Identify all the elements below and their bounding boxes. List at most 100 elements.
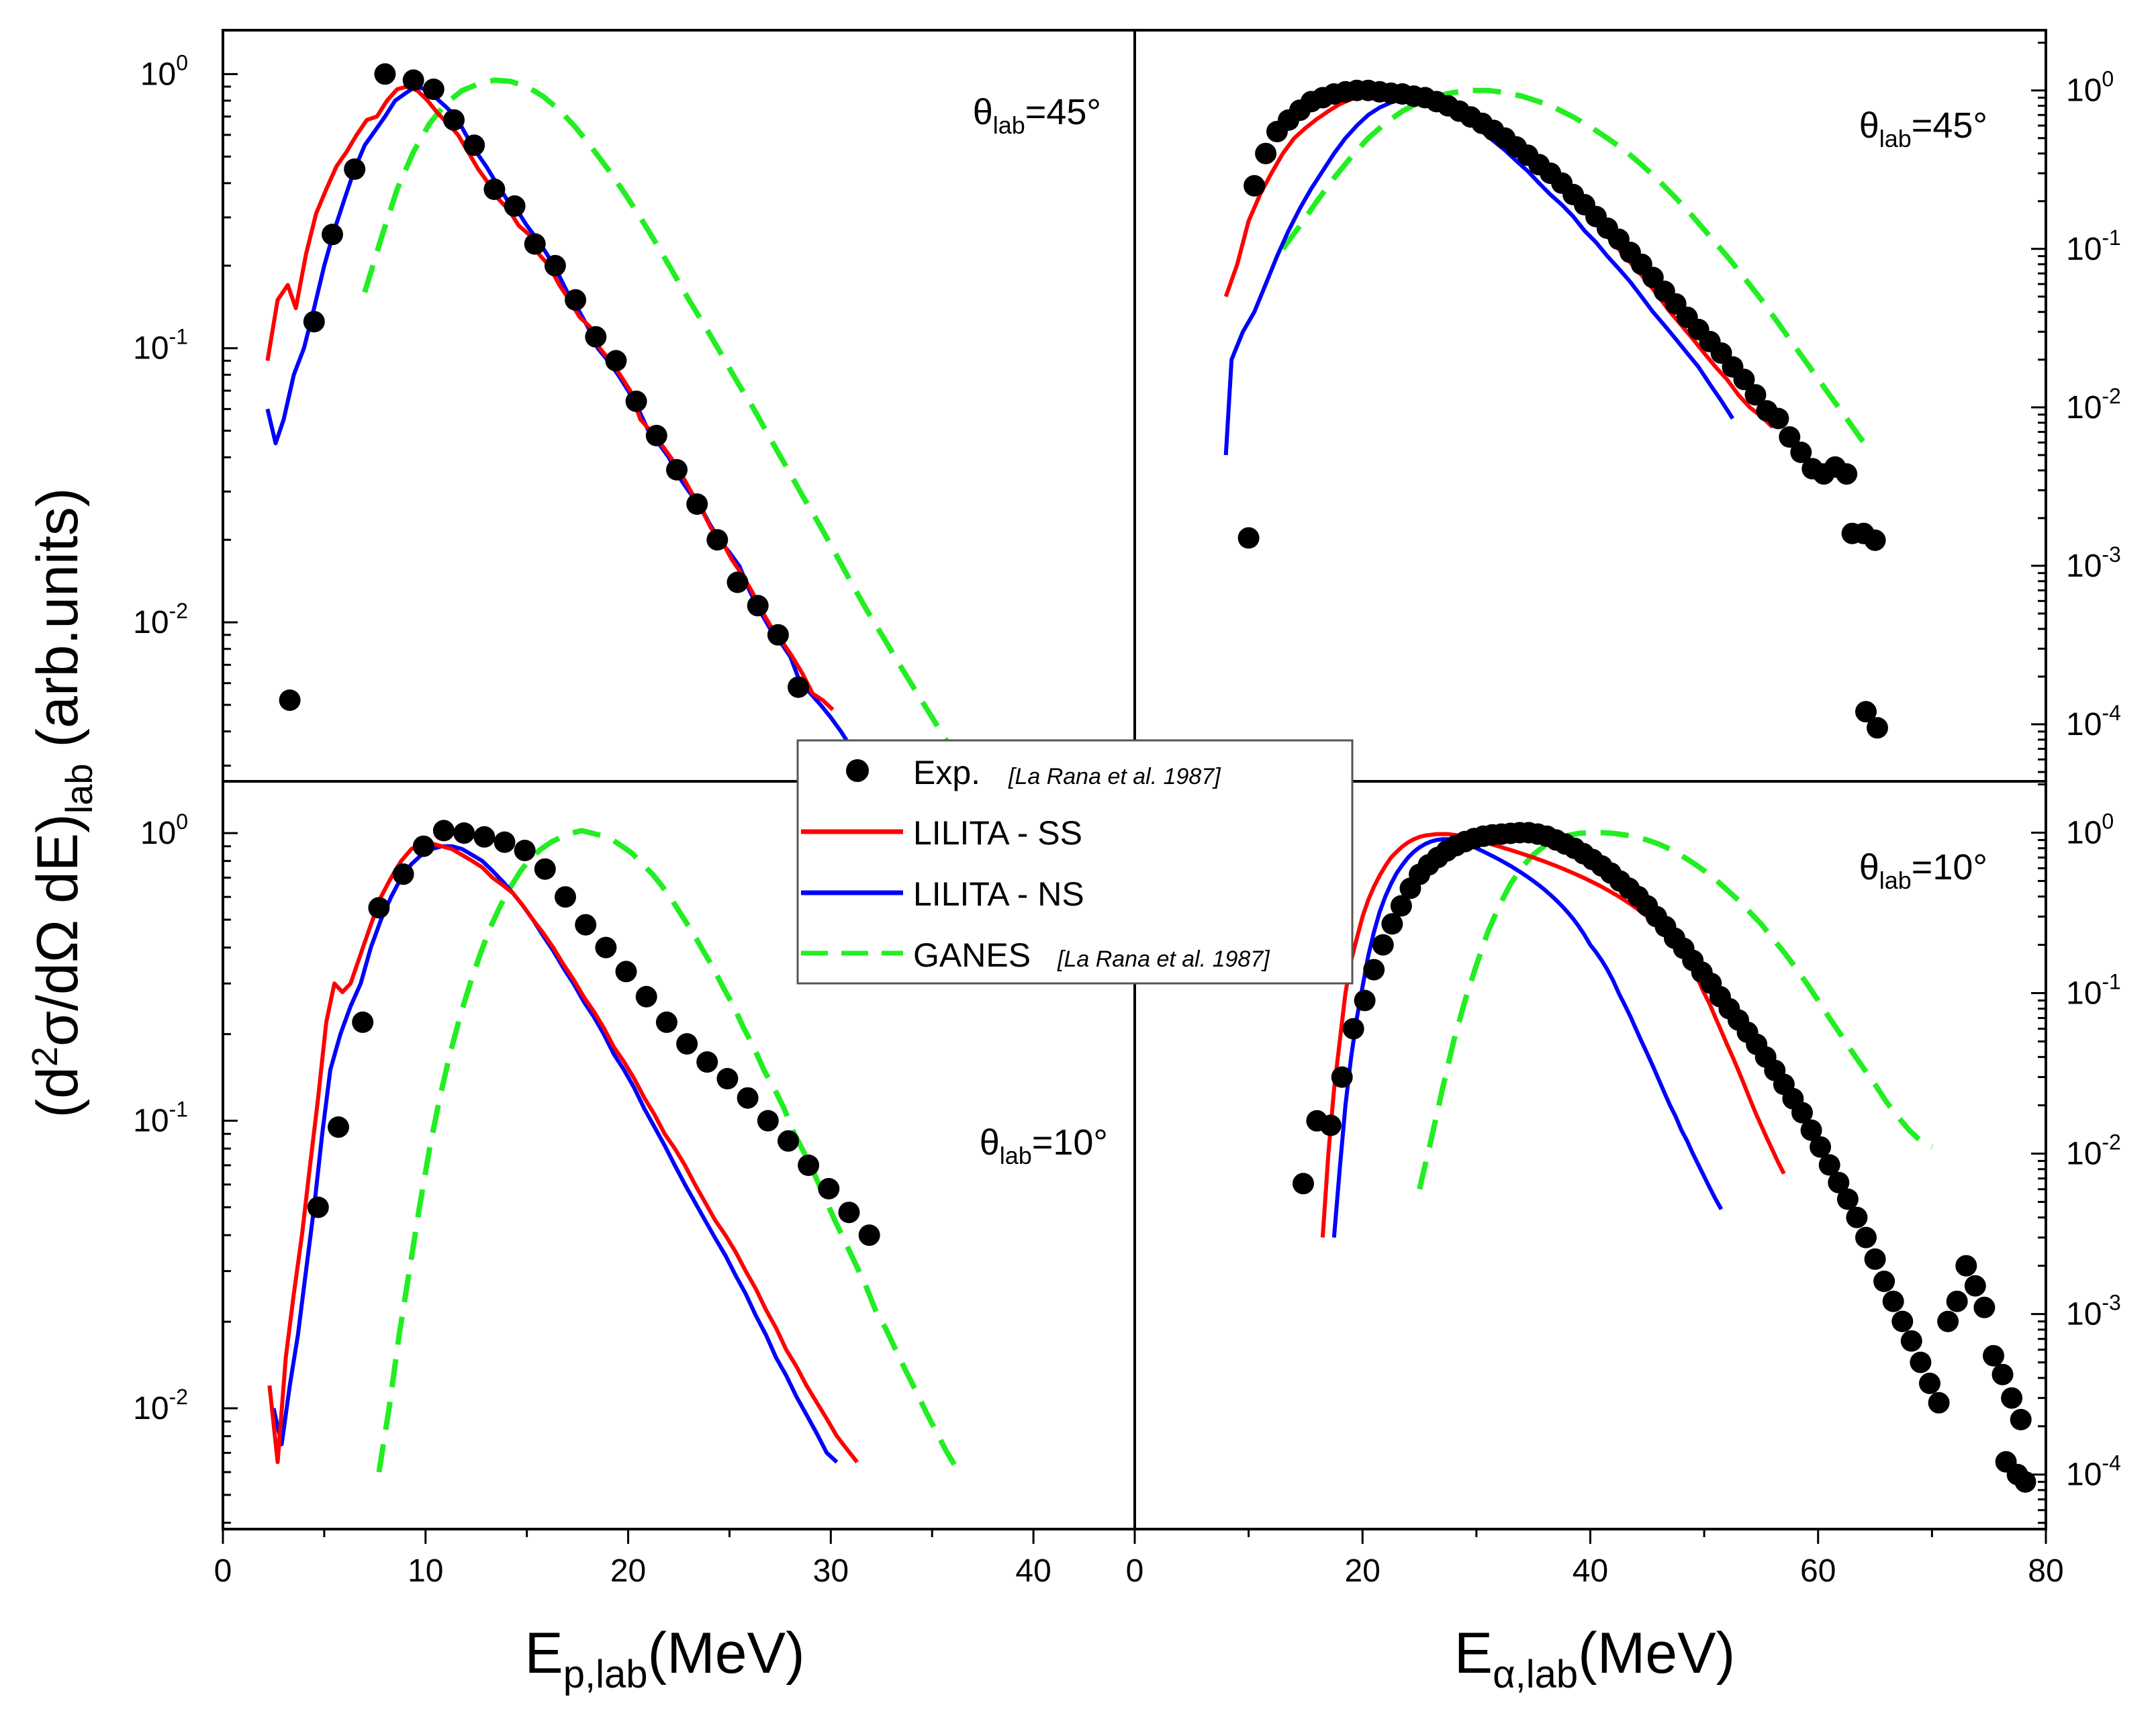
exp-data-point	[798, 1155, 820, 1176]
exp-data-point	[615, 961, 637, 983]
exp-data-point	[1331, 1066, 1353, 1088]
x-tick-label: 80	[2028, 1553, 2063, 1589]
exp-data-point	[1390, 895, 1412, 917]
exp-data-point	[727, 571, 749, 593]
exp-data-point	[767, 624, 789, 646]
exp-data-point	[1910, 1351, 1932, 1373]
exp-data-point	[818, 1177, 840, 1200]
y-tick-label: 10-2	[2066, 384, 2121, 426]
exp-data-point	[1867, 717, 1888, 739]
x-tick-label: 30	[813, 1553, 849, 1589]
exp-data-point	[1864, 529, 1886, 551]
x-tick-label: 40	[1573, 1553, 1608, 1589]
exp-data-point	[412, 835, 434, 857]
exp-data-point	[1818, 1154, 1840, 1176]
panel-plot-area	[265, 63, 975, 781]
legend-ganes-note: [La Rana et al. 1987]	[1057, 946, 1270, 972]
exp-data-point	[645, 424, 667, 446]
exp-data-point	[392, 863, 414, 885]
panels: 10010-110-2θlab=45°10010-110-210-310-4θl…	[133, 42, 2121, 1589]
panel-plot-area	[1223, 79, 1888, 739]
panel-plot-area	[1293, 822, 2036, 1493]
exp-data-point	[1855, 1226, 1877, 1249]
exp-data-point	[1293, 1173, 1314, 1195]
exp-data-point	[1244, 175, 1266, 197]
exp-data-point	[1964, 1275, 1986, 1297]
panel-alphas-45: 100 10-1 10-2 10-3 10-4 θlab=45°	[1223, 42, 2121, 773]
legend-ns-label: LILITA - NS	[913, 875, 1084, 913]
exp-data-point	[1381, 913, 1403, 935]
exp-data-point	[716, 1068, 739, 1089]
exp-data-point	[1372, 934, 1394, 956]
angle-label: θlab=10°	[980, 1122, 1108, 1169]
exp-data-point	[494, 831, 516, 853]
exp-data-point	[706, 529, 729, 551]
exp-data-point	[595, 936, 617, 959]
y-tick-label: 10-4	[2066, 1451, 2121, 1493]
exp-data-point	[1900, 1330, 1922, 1352]
y-tick-label: 100	[2066, 809, 2114, 850]
exp-data-point	[655, 1011, 677, 1033]
exp-data-point	[788, 676, 809, 698]
exp-data-point	[368, 897, 390, 919]
exp-data-point	[1937, 1310, 1959, 1332]
legend: Exp. [La Rana et al. 1987] LILITA - SS L…	[796, 739, 1354, 985]
angle-label: θlab=45°	[1859, 105, 1987, 152]
exp-data-point	[1928, 1391, 1950, 1414]
exp-data-point	[344, 158, 366, 180]
exp-data-point	[1973, 1296, 1996, 1318]
exp-data-point	[514, 840, 536, 861]
x-tick-label: 0	[1126, 1553, 1144, 1589]
exp-data-point	[778, 1130, 799, 1152]
exp-data-point	[1791, 1102, 1813, 1124]
exp-data-point	[565, 289, 587, 311]
y-tick-label: 100	[140, 810, 188, 851]
ganes-series-line	[1417, 830, 1934, 1190]
exp-data-point	[1836, 463, 1858, 485]
panel-protons-10: 100 10-1 10-2 θlab=10° 0 10 20 30 40	[133, 810, 1108, 1589]
y-tick-label: 10-2	[133, 1385, 188, 1426]
exp-data-point	[328, 1116, 349, 1138]
exp-data-point	[2010, 1408, 2032, 1430]
exp-data-point	[534, 858, 556, 880]
x-tick-label: 20	[610, 1553, 646, 1589]
exp-data-point	[307, 1196, 329, 1218]
exp-data-point	[443, 109, 465, 131]
exp-data-point	[838, 1202, 860, 1224]
y-tick-label: 10-1	[2066, 970, 2121, 1012]
exp-data-point	[279, 689, 301, 712]
exp-data-point	[686, 493, 708, 515]
exp-data-point	[322, 224, 343, 246]
exp-data-point	[504, 195, 526, 217]
y-tick-label: 10-1	[133, 1097, 188, 1139]
exp-data-point	[696, 1051, 718, 1073]
legend-box	[796, 739, 1354, 985]
exp-data-point	[1255, 142, 1277, 164]
exp-data-point	[1882, 1290, 1904, 1312]
exp-data-point	[1946, 1290, 1968, 1312]
y-tick-label: 10-1	[133, 325, 188, 367]
panel-alphas-10: 100 10-1 10-2 10-3 10-4 θlab=10° 0 20 40 60 80	[1126, 783, 2121, 1589]
exp-data-point	[1955, 1255, 1977, 1277]
exp-data-point	[575, 914, 597, 936]
exp-data-point	[1800, 1119, 1822, 1141]
legend-exp-label: Exp.	[913, 754, 980, 791]
lilita-ns-series-line	[271, 844, 839, 1464]
exp-data-point	[483, 179, 506, 200]
lilita-ss-series-line	[1320, 832, 1786, 1238]
exp-data-point	[473, 826, 496, 848]
exp-data-point	[463, 134, 485, 156]
y-tick-label: 10-2	[2066, 1130, 2121, 1172]
exp-data-point	[1873, 1270, 1895, 1292]
exp-data-point	[625, 390, 647, 412]
x-axis-label-left: Ep,lab(MeV)	[524, 1621, 804, 1696]
exp-data-point	[737, 1087, 759, 1109]
exp-data-point	[1779, 426, 1801, 448]
exp-data-point	[303, 311, 325, 333]
exp-data-point	[544, 254, 566, 277]
y-tick-label: 100	[140, 50, 188, 92]
legend-ss-label: LILITA - SS	[913, 814, 1082, 852]
exp-data-point	[1983, 1345, 2004, 1367]
y-tick-label: 10-3	[2066, 1291, 2121, 1332]
x-tick-label: 60	[1800, 1553, 1836, 1589]
